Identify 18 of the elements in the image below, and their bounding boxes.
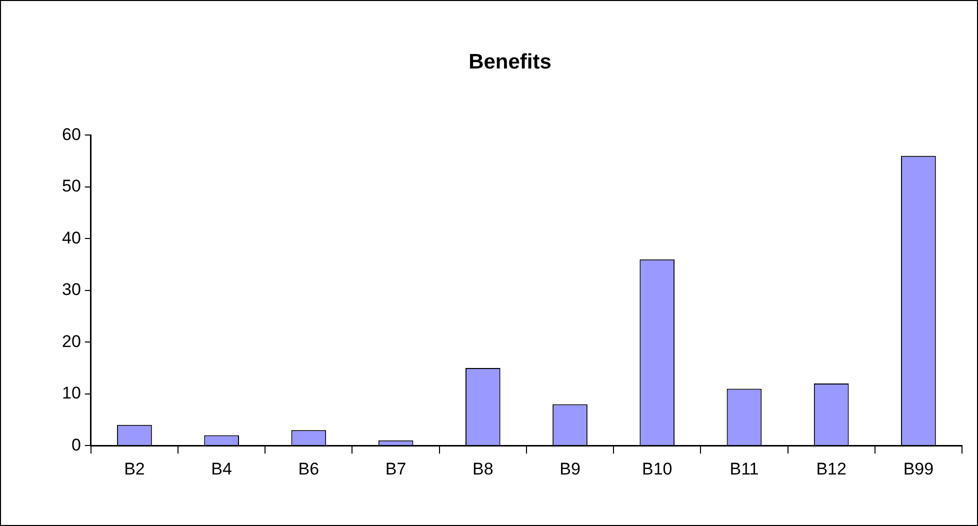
x-tick-label: B2 [124, 459, 145, 478]
x-tick-label: B8 [472, 459, 494, 478]
x-tick-label: B4 [211, 459, 232, 478]
x-tick-label: B6 [298, 459, 320, 478]
y-tick-label: 60 [62, 124, 81, 144]
x-tick-label: B9 [560, 459, 580, 478]
x-tick-label: B12 [816, 459, 846, 478]
x-tick-label: B7 [385, 459, 406, 478]
y-tick-label: 20 [62, 332, 81, 351]
x-tick-label: B10 [642, 459, 672, 478]
y-tick-label: 10 [62, 384, 81, 403]
y-tick-label: 40 [62, 228, 81, 248]
x-tick-label: B99 [903, 459, 934, 478]
chart-title: Benefits [468, 50, 552, 74]
x-tick-label: B11 [730, 459, 759, 478]
y-tick-label: 30 [62, 280, 81, 300]
y-tick-label: 50 [62, 176, 81, 196]
y-tick-label: 0 [71, 435, 81, 454]
